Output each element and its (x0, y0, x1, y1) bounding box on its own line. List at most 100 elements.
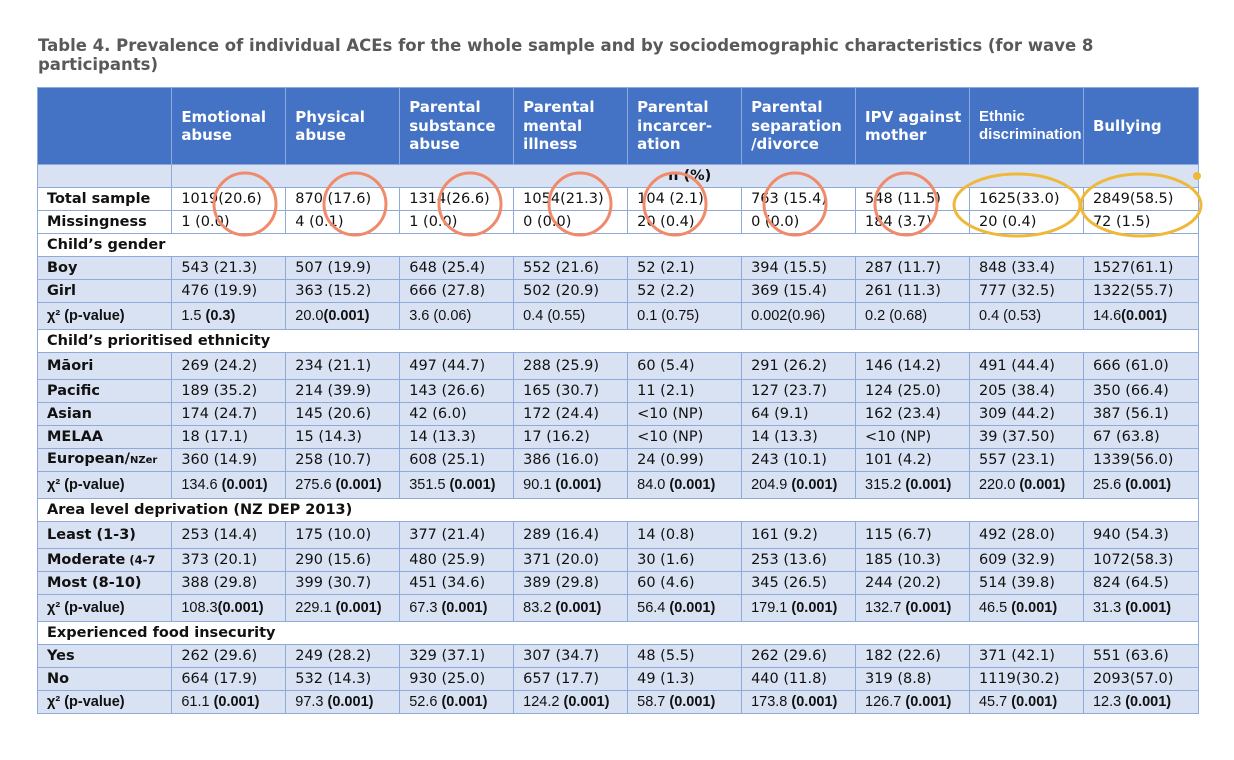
header-parental-substance-abuse: Parental substance abuse (399, 87, 515, 165)
chi-square-value: 275.6 (295, 476, 336, 493)
table-cell: 253 (14.4) (171, 521, 287, 549)
table-cell: 244 (20.2) (855, 571, 970, 595)
table-cell: 350 (66.4) (1082, 379, 1200, 403)
row-label: Most (8-10) (36, 571, 173, 595)
section-label: Experienced food insecurity (37, 621, 1199, 645)
table-cell: 497 (44.7) (399, 352, 515, 380)
table-cell: 39 (37.50) (968, 425, 1084, 449)
chi-square-cell: 173.8 (0.001) (741, 690, 857, 714)
chi-square-cell: 0.1 (0.75) (627, 302, 743, 330)
chi-square-cell: 25.6 (0.001) (1082, 471, 1200, 499)
chi-square-cell: 58.7 (0.001) (627, 690, 743, 714)
table-cell: 451 (34.6) (399, 571, 515, 595)
header-bullying: Bullying (1082, 87, 1200, 165)
table-cell: 205 (38.4) (968, 379, 1084, 403)
table-cell: 543 (21.3) (171, 256, 287, 280)
table-cell: 249 (28.2) (285, 644, 401, 668)
table-cell: 287 (11.7) (855, 256, 970, 280)
table-cell: 648 (25.4) (399, 256, 515, 280)
chi-square-value: 229.1 (295, 599, 336, 616)
row-label: Asian (36, 402, 173, 426)
chi-square-cell: 0.002(0.96) (741, 302, 857, 330)
p-value: (0.001) (669, 599, 716, 616)
chi-square-value: 315.2 (865, 476, 906, 493)
table-cell: 514 (39.8) (968, 571, 1084, 595)
p-value: (0.001) (327, 693, 374, 710)
header-physical-abuse: Physical abuse (285, 87, 401, 165)
row-label-text: Yes (47, 647, 75, 664)
table-cell: 60 (5.4) (627, 352, 743, 380)
row-label-text: Asian (47, 405, 92, 422)
table-cell: 440 (11.8) (741, 667, 857, 691)
table-cell: 476 (19.9) (171, 279, 287, 303)
row-label: Total sample (36, 187, 173, 211)
chi-square-cell: 220.0 (0.001) (968, 471, 1084, 499)
chi-square-value: 14.6 (1092, 307, 1122, 324)
chi-square-value: 124.2 (523, 693, 564, 710)
chi-square-value: 3.6 (0.06) (409, 307, 472, 324)
p-value: (0.001) (669, 693, 716, 710)
table-cell: <10 (NP) (855, 425, 970, 449)
table-cell: 52 (2.1) (627, 256, 743, 280)
chi-square-cell: 67.3 (0.001) (399, 594, 515, 622)
chi-square-cell: 179.1 (0.001) (741, 594, 857, 622)
chi-square-cell: 52.6 (0.001) (399, 690, 515, 714)
table-row: Pacific 189 (35.2) 214 (39.9) 143 (26.6) 165… (36, 379, 1200, 403)
table-cell: 1 (0.0) (171, 210, 287, 234)
p-value: (0.001) (555, 476, 602, 493)
p-value: (0.001) (1011, 599, 1058, 616)
row-label: European/NZer (36, 448, 173, 472)
header-cell-blank (36, 87, 173, 165)
table-row: Total sample 1019(20.6) 870 (17.6) 1314(26.… (36, 187, 1200, 211)
table-cell: 387 (56.1) (1082, 402, 1200, 426)
chi-square-value: 90.1 (523, 476, 556, 493)
table-row: χ² (p-value) 61.1 (0.001) 97.3 (0.001) 52.6… (36, 690, 1200, 714)
chi-square-value: 134.6 (181, 476, 222, 493)
row-label-text: Boy (47, 259, 78, 276)
table-cell: 492 (28.0) (968, 521, 1084, 549)
p-value: (0.001) (555, 599, 602, 616)
table-cell: 609 (32.9) (968, 548, 1084, 572)
table-cell: 664 (17.9) (171, 667, 287, 691)
table-cell: 1019(20.6) (171, 187, 287, 211)
chi-square-cell: 61.1 (0.001) (171, 690, 287, 714)
table-row: Yes 262 (29.6) 249 (28.2) 329 (37.1) 307 (34… (36, 644, 1200, 668)
chi-square-cell: 1.5 (0.3) (171, 302, 287, 330)
chi-square-cell: 3.6 (0.06) (399, 302, 515, 330)
row-label: Boy (36, 256, 173, 280)
table-cell: 388 (29.8) (171, 571, 287, 595)
p-value: (0.001) (1125, 476, 1172, 493)
table-cell: 145 (20.6) (285, 402, 401, 426)
table-cell: 369 (15.4) (741, 279, 857, 303)
row-label: χ² (p-value) (36, 302, 173, 330)
row-label: Missingness (36, 210, 173, 234)
row-label: Girl (36, 279, 173, 303)
p-value: (0.001) (669, 476, 716, 493)
chi-square-cell: 84.0 (0.001) (627, 471, 743, 499)
table-cell: 11 (2.1) (627, 379, 743, 403)
table-cell: 60 (4.6) (627, 571, 743, 595)
table-cell: 666 (27.8) (399, 279, 515, 303)
row-label-text: MELAA (47, 428, 104, 445)
chi-square-value: 97.3 (295, 693, 328, 710)
p-value: (0.001) (441, 693, 488, 710)
table-cell: 930 (25.0) (399, 667, 515, 691)
chi-square-value: 56.4 (637, 599, 670, 616)
table-cell: 1339(56.0) (1082, 448, 1200, 472)
table-cell: 1 (0.0) (399, 210, 515, 234)
chi-square-value: 31.3 (1092, 599, 1126, 616)
chi-square-cell: 0.4 (0.55) (513, 302, 629, 330)
table-cell: 30 (1.6) (627, 548, 743, 572)
p-value: (0.3) (205, 307, 236, 324)
table-cell: 1527(61.1) (1082, 256, 1200, 280)
chi-square-value: 132.7 (865, 599, 906, 616)
table-cell: 24 (0.99) (627, 448, 743, 472)
chi-square-value: 52.6 (409, 693, 442, 710)
table-cell: 49 (1.3) (627, 667, 743, 691)
table-cell: 289 (16.4) (513, 521, 629, 549)
table-cell: 162 (23.4) (855, 402, 970, 426)
row-label: Māori (36, 352, 173, 380)
table-cell: 532 (14.3) (285, 667, 401, 691)
table-cell: 2849(58.5) (1082, 187, 1200, 211)
table-row: Māori 269 (24.2) 234 (21.1) 497 (44.7) 288 (… (36, 352, 1200, 380)
